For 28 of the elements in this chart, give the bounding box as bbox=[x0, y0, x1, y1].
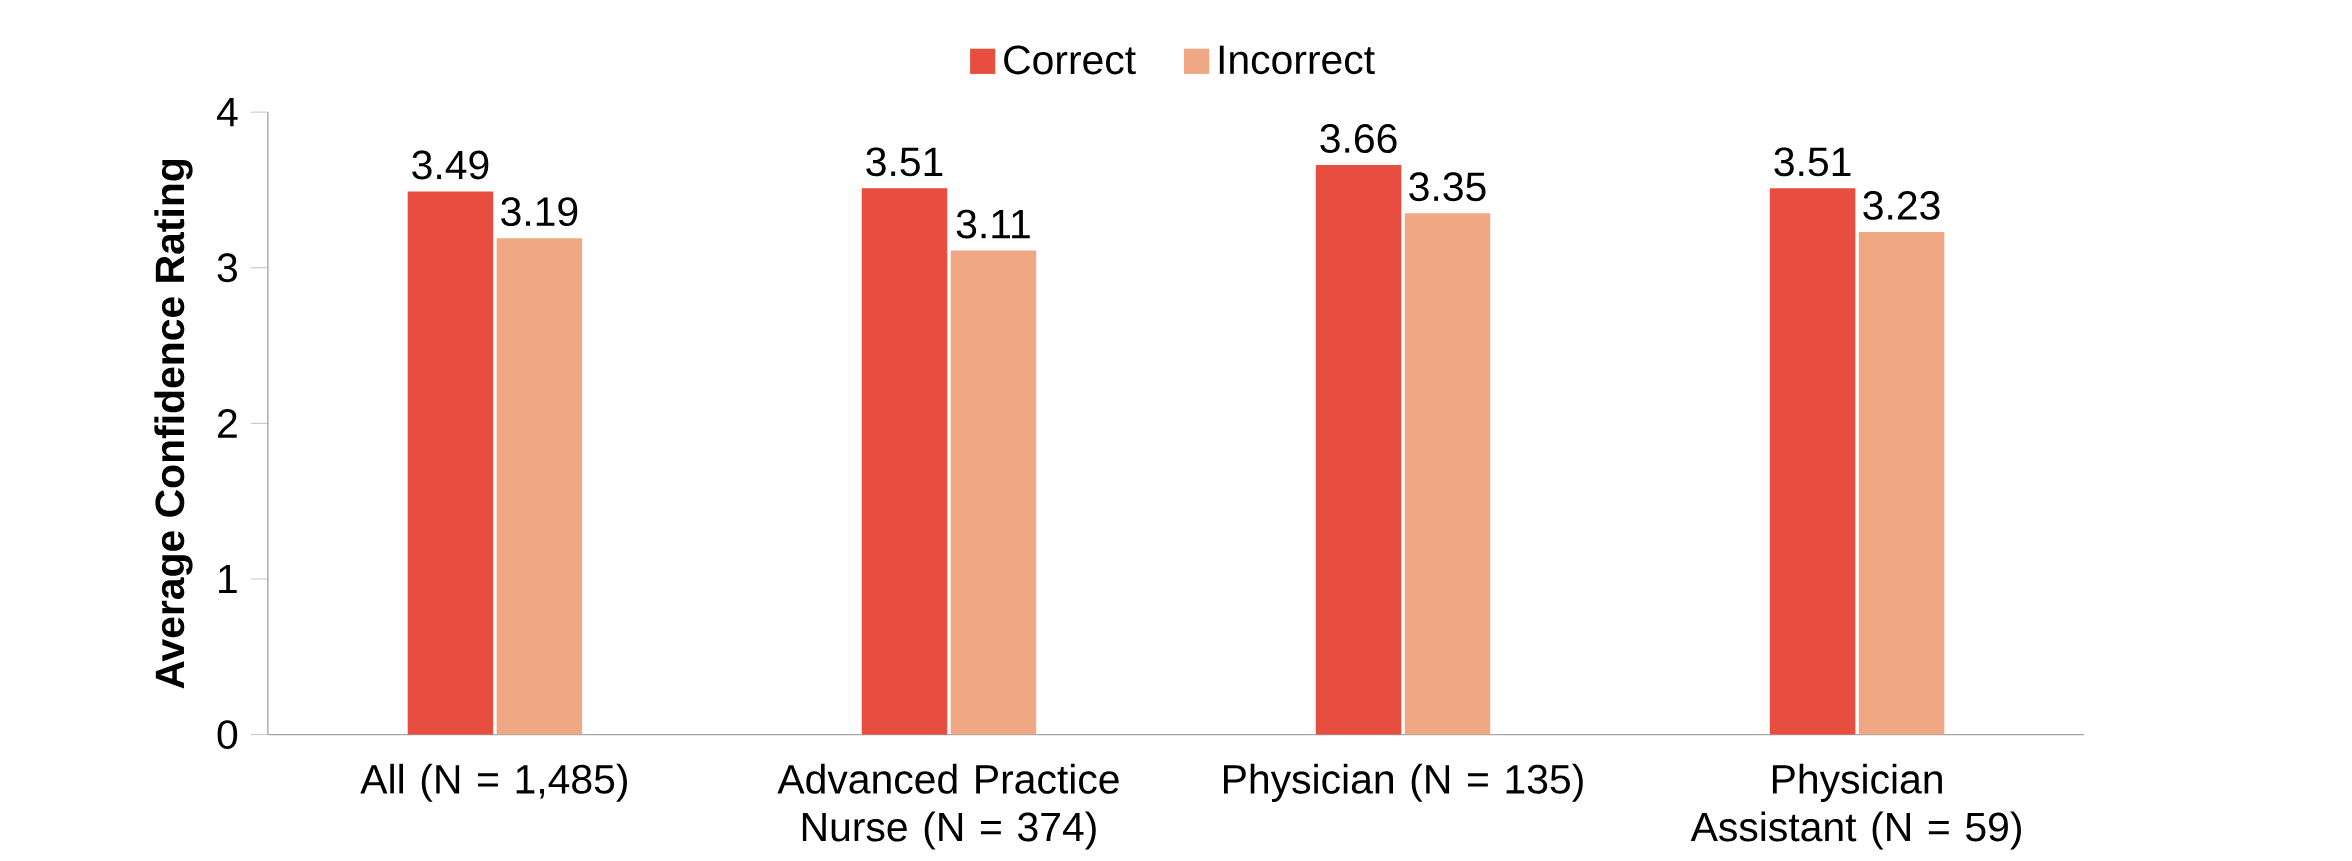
legend-label: Incorrect bbox=[1219, 45, 1375, 75]
x-tick-label: Advanced Practice Nurse (N = 374) bbox=[777, 763, 1119, 850]
bar bbox=[1315, 165, 1402, 735]
bar bbox=[1769, 188, 1856, 735]
bar bbox=[1858, 231, 1945, 735]
bar bbox=[407, 191, 494, 735]
legend-label: Correct bbox=[1004, 45, 1136, 75]
y-tick-label: 4 bbox=[216, 98, 238, 127]
x-tick-label: Physician Assistant (N = 59) bbox=[1690, 763, 2021, 850]
y-tick-label: 3 bbox=[217, 253, 237, 283]
bar bbox=[496, 238, 583, 735]
bar bbox=[1404, 213, 1491, 735]
x-tick-label: Physician (N = 135) bbox=[1224, 763, 1583, 802]
data-label: 3.23 bbox=[1863, 191, 1940, 220]
data-label: 3.49 bbox=[412, 150, 489, 180]
data-label: 3.19 bbox=[501, 197, 578, 227]
y-tick-label: 2 bbox=[218, 409, 237, 438]
data-label: 3.51 bbox=[1774, 147, 1851, 177]
y-tick-label: 1 bbox=[219, 564, 237, 594]
data-label: 3.66 bbox=[1320, 124, 1397, 153]
x-tick-label: All (N = 1,485) bbox=[360, 763, 627, 802]
y-axis-title: Average Confidence Rating bbox=[154, 159, 193, 689]
bar bbox=[861, 188, 948, 735]
data-label: 3.11 bbox=[956, 209, 1030, 239]
y-tick-label: 0 bbox=[217, 720, 238, 750]
bar bbox=[950, 250, 1037, 735]
data-label: 3.35 bbox=[1409, 172, 1486, 202]
data-label: 3.51 bbox=[866, 147, 943, 177]
